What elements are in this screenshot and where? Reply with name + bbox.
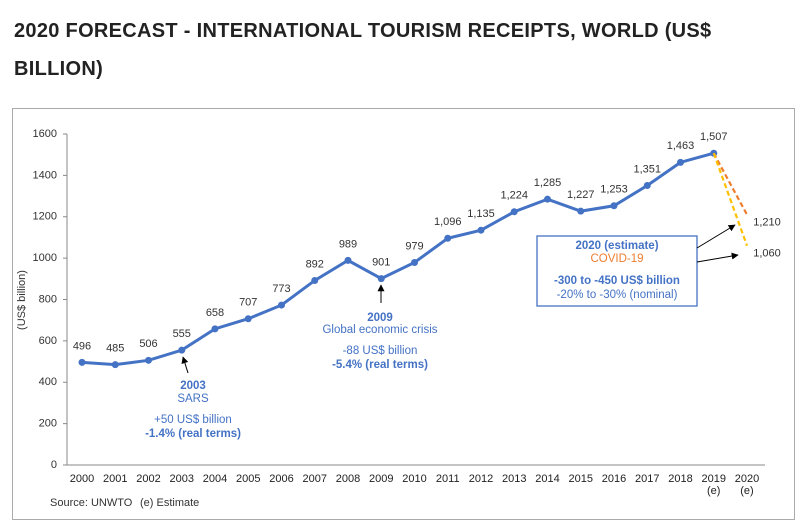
annotation-text: -1.4% (real terms): [145, 428, 241, 440]
point: [577, 207, 585, 215]
data-label: 1,096: [434, 216, 462, 228]
data-label: 989: [339, 238, 357, 250]
data-label: 1,285: [534, 177, 562, 189]
line: [712, 152, 748, 216]
point: [411, 258, 418, 266]
annotation-text: SARS: [177, 393, 209, 405]
x-tick-label: 2013: [502, 473, 527, 485]
arrow: [181, 356, 189, 374]
data-label: 1,463: [667, 140, 695, 152]
y-tick-label: 1000: [33, 252, 57, 264]
point: [178, 346, 186, 354]
y-tick-label: 1400: [33, 169, 57, 181]
annotation-text: -5.4% (real terms): [332, 359, 428, 371]
point: [610, 202, 618, 210]
annotation-text: COVID-19: [590, 253, 643, 265]
data-label: 979: [405, 240, 423, 252]
annotation-text: -88 US$ billion: [343, 345, 418, 357]
line: [81, 151, 715, 367]
data-label: 1,135: [467, 208, 495, 220]
x-tick-label: 2007: [302, 473, 327, 485]
point: [311, 276, 319, 284]
y-tick-label: 600: [39, 335, 57, 347]
note: (e) Estimate: [140, 497, 199, 509]
x-tick-label: 2018: [668, 473, 693, 485]
point: [278, 301, 285, 309]
x-tick-label: 2010: [402, 473, 427, 485]
x-tick-label: 2003: [169, 473, 194, 485]
point: [444, 234, 452, 242]
x-tick-label: 2004: [202, 473, 228, 485]
y-tick-label: 200: [39, 418, 57, 430]
data-label: 707: [239, 297, 257, 309]
x-tick-label: 2001: [103, 473, 128, 485]
y-tick-label: 400: [39, 376, 57, 388]
x-tick-label: 2012: [468, 473, 494, 485]
data-label: 1,351: [633, 163, 661, 175]
y-tick-label: 1600: [33, 128, 57, 140]
data-label: 1,507: [700, 131, 728, 143]
data-label: 1,210: [753, 217, 781, 229]
point: [111, 361, 119, 369]
point: [377, 275, 385, 283]
data-label: 555: [173, 328, 191, 340]
annotation-text: 2009: [367, 312, 393, 324]
x-tick-label: 2005: [236, 473, 261, 485]
line: [712, 152, 749, 247]
arrow: [696, 252, 739, 263]
x-tick-label: 2006: [269, 473, 294, 485]
x-tick-label: 2011: [435, 473, 460, 485]
x-tick-label: 2016: [601, 473, 627, 485]
y-tick-label: 0: [51, 459, 57, 471]
data-label: 496: [73, 340, 91, 352]
source: Source: UNWTO: [50, 497, 133, 509]
point: [510, 208, 518, 216]
x-tick-label: 2014: [535, 473, 560, 485]
data-label: 773: [272, 283, 290, 295]
data-label: 485: [106, 343, 124, 355]
y-axis-label: (US$ billion): [16, 270, 28, 330]
y-tick-label: 800: [39, 293, 57, 305]
x-tick-label: 2019 (e): [701, 473, 726, 497]
point: [244, 315, 252, 323]
data-label: 1,227: [567, 189, 595, 201]
data-label: 1,253: [600, 184, 628, 196]
point: [145, 356, 152, 364]
annotation-text: 2003: [180, 380, 206, 392]
page-title: 2020 FORECAST - INTERNATIONAL TOURISM RE…: [14, 20, 712, 80]
point: [677, 158, 684, 166]
y-tick-label: 1200: [33, 211, 57, 223]
data-label: 901: [372, 257, 390, 269]
annotation-text: -300 to -450 US$ billion: [554, 275, 680, 287]
x-tick-label: 2020 (e): [734, 473, 760, 497]
x-tick-label: 2000: [69, 473, 95, 485]
annotation-text: Global economic crisis: [322, 324, 437, 336]
point: [344, 256, 352, 264]
x-tick-label: 2017: [635, 473, 660, 485]
point: [477, 226, 485, 234]
data-label: 1,224: [500, 190, 528, 202]
x-tick-label: 2015: [568, 473, 593, 485]
annotation-text: 2020 (estimate): [575, 240, 658, 252]
annotation-text: +50 US$ billion: [154, 414, 232, 426]
point: [211, 325, 219, 333]
point: [643, 182, 651, 190]
point: [544, 195, 551, 203]
chart-frame: [12, 108, 795, 520]
point: [78, 358, 86, 366]
x-tick-label: 2009: [369, 473, 394, 485]
annotation-text: -20% to -30% (nominal): [557, 289, 678, 301]
data-label: 658: [206, 307, 224, 319]
x-tick-label: 2002: [136, 473, 161, 485]
data-label: 1,060: [753, 248, 781, 260]
arrow: [696, 224, 736, 249]
data-label: 892: [306, 258, 324, 270]
x-tick-label: 2008: [335, 473, 361, 485]
data-label: 506: [139, 338, 157, 350]
annotation-box: [536, 235, 698, 307]
